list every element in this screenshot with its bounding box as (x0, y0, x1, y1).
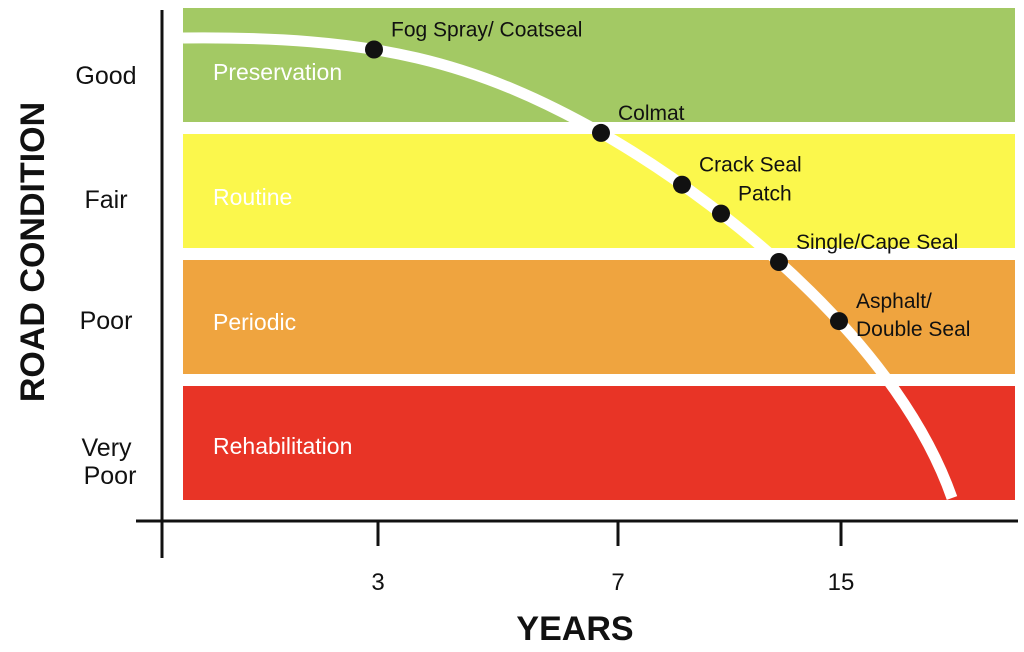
condition-label-very-poor-line-2: Poor (84, 462, 137, 490)
condition-label-good: Good (75, 62, 136, 90)
treatment-label-2: Crack Seal (699, 154, 802, 177)
band-label-routine: Routine (213, 184, 292, 210)
treatment-label-1-line-0: Colmat (618, 102, 685, 125)
band-label-periodic: Periodic (213, 309, 296, 335)
band-label-rehabilitation: Rehabilitation (213, 433, 352, 459)
treatment-point-5 (830, 312, 848, 331)
treatment-label-5-line-1: Double Seal (856, 318, 970, 341)
treatment-label-5-line-0: Asphalt/ (856, 290, 932, 313)
condition-level-labels: Good Fair Poor Very Poor (75, 62, 139, 490)
treatment-label-4: Single/Cape Seal (796, 231, 958, 254)
band-label-preservation: Preservation (213, 59, 342, 85)
band-periodic (183, 260, 1015, 374)
treatment-point-2 (673, 175, 691, 194)
band-preservation (183, 8, 1015, 122)
treatment-point-3 (712, 204, 730, 223)
treatment-label-0-line-0: Fog Spray/ Coatseal (391, 19, 582, 42)
band-routine (183, 134, 1015, 248)
treatment-point-0 (365, 40, 383, 59)
x-axis-title: YEARS (516, 610, 633, 648)
deterioration-curve (182, 32, 958, 500)
treatment-label-5: Asphalt/Double Seal (856, 290, 970, 341)
condition-label-poor: Poor (80, 307, 133, 335)
condition-label-very-poor: Very Poor (82, 434, 139, 490)
treatment-label-0: Fog Spray/ Coatseal (391, 19, 582, 42)
x-tick-label-15: 15 (828, 569, 855, 596)
x-tick-label-7: 7 (611, 569, 624, 596)
axes: 3 7 15 YEARS ROAD CONDITION (14, 10, 1018, 648)
condition-label-very-poor-line-1: Very (82, 434, 133, 462)
treatment-label-3: Patch (738, 183, 792, 206)
x-tick-label-3: 3 (371, 569, 384, 596)
band-rehabilitation (183, 386, 1015, 500)
treatment-label-3-line-0: Patch (738, 183, 792, 206)
treatment-point-1 (592, 123, 610, 142)
treatment-label-1: Colmat (618, 102, 685, 125)
treatment-label-4-line-0: Single/Cape Seal (796, 231, 958, 254)
condition-bands: Preservation Routine Periodic Rehabilita… (183, 8, 1015, 500)
treatment-points: Fog Spray/ Coatseal Colmat Crack Seal Patch… (365, 19, 970, 341)
condition-label-fair: Fair (84, 186, 127, 214)
treatment-label-2-line-0: Crack Seal (699, 154, 802, 177)
y-axis-title: ROAD CONDITION (14, 102, 52, 402)
treatment-point-4 (770, 253, 788, 271)
